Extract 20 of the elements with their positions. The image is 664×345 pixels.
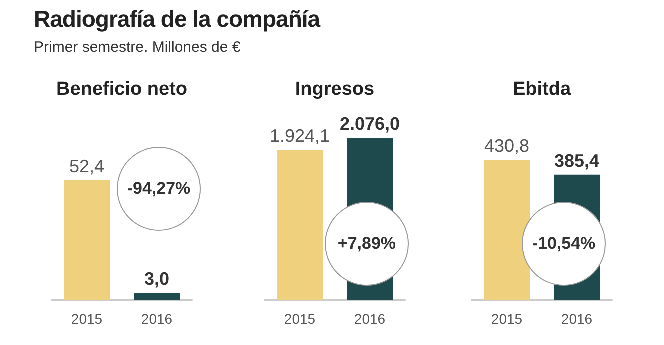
x-tick-label: 2015 — [491, 311, 523, 327]
text: Radiografía de la compañía — [34, 6, 320, 33]
data-label: 1.924,1 — [270, 126, 330, 146]
annotation: -94,27% — [127, 179, 191, 199]
x-tick-label: 2016 — [354, 311, 386, 327]
chart-title: Beneficio neto — [56, 79, 188, 100]
x-tick-label: 2015 — [71, 311, 103, 327]
x-tick-label: 2015 — [284, 311, 316, 327]
chart-title: Ebitda — [512, 79, 572, 100]
annotation: +7,89% — [338, 234, 396, 254]
data-label: 385,4 — [554, 150, 600, 171]
x-tick-label: 2016 — [561, 311, 593, 327]
x-tick-label: 2016 — [141, 311, 173, 327]
data-label: 3,0 — [144, 269, 170, 290]
data-label: 430,8 — [484, 136, 530, 156]
data-label: 52,4 — [69, 156, 105, 176]
data-label: 2.076,0 — [340, 114, 400, 134]
text: Primer semestre. Millones de € — [34, 39, 242, 56]
annotation: -10,54% — [532, 234, 596, 254]
chart-title: Ingresos — [295, 79, 375, 100]
